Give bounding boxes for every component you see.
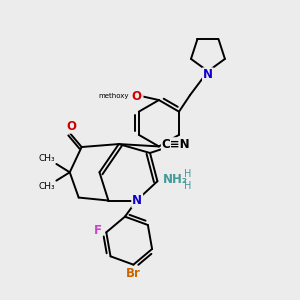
- Text: CH₃: CH₃: [39, 154, 56, 163]
- Text: O: O: [67, 120, 76, 133]
- Text: O: O: [132, 90, 142, 103]
- Text: CH₃: CH₃: [39, 182, 56, 190]
- Text: N: N: [132, 194, 142, 207]
- Text: N: N: [203, 68, 213, 81]
- Text: H: H: [184, 181, 191, 191]
- Text: Br: Br: [126, 267, 141, 280]
- Text: methoxy: methoxy: [99, 93, 129, 99]
- Text: C≡N: C≡N: [162, 138, 190, 151]
- Text: O: O: [133, 90, 142, 103]
- Text: H: H: [184, 169, 191, 179]
- Text: NH₂: NH₂: [163, 173, 188, 186]
- Text: F: F: [93, 224, 101, 237]
